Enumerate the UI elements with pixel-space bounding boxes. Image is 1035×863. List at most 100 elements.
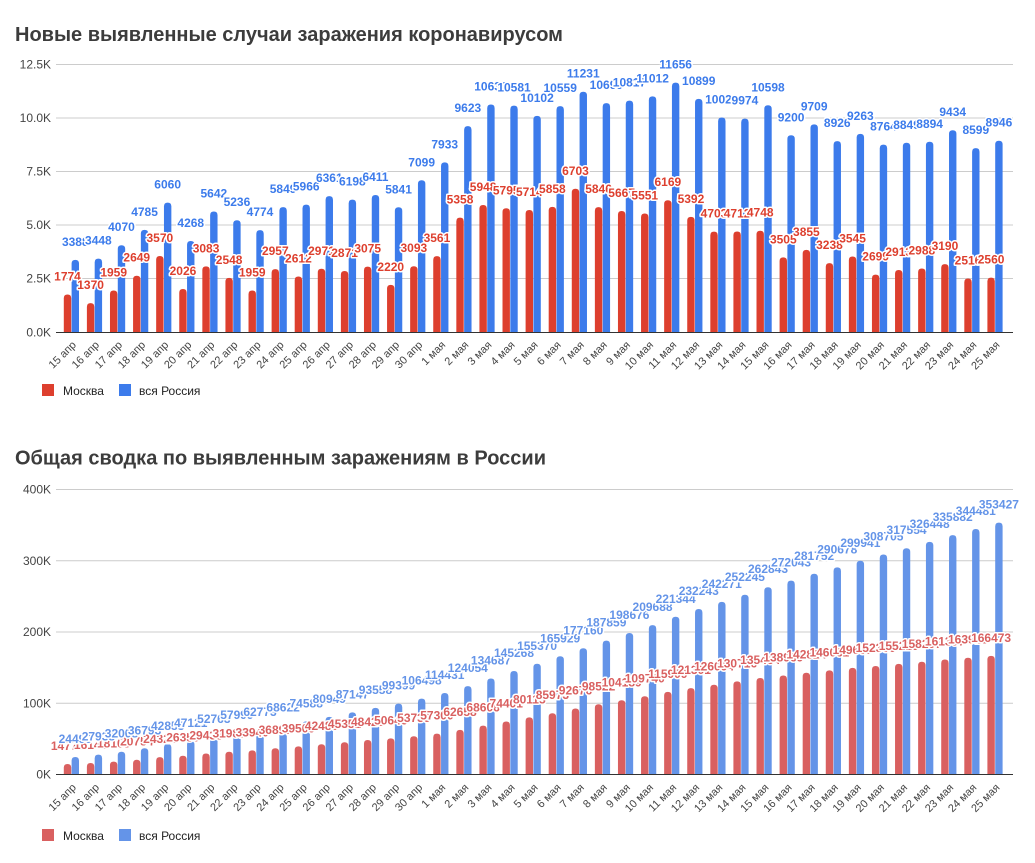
- svg-text:308705: 308705: [863, 530, 903, 544]
- svg-text:10028: 10028: [705, 93, 739, 107]
- svg-text:74588: 74588: [290, 696, 324, 710]
- svg-text:161397: 161397: [925, 635, 965, 649]
- svg-text:134687: 134687: [471, 654, 511, 668]
- svg-text:242271: 242271: [702, 577, 742, 591]
- svg-text:53739: 53739: [397, 711, 431, 725]
- svg-text:5714: 5714: [516, 185, 543, 199]
- svg-text:142824: 142824: [786, 648, 826, 662]
- svg-text:9263: 9263: [847, 109, 874, 123]
- svg-text:200K: 200K: [23, 625, 51, 639]
- svg-text:138969: 138969: [763, 650, 803, 664]
- svg-text:10.0K: 10.0K: [20, 111, 51, 125]
- svg-text:4774: 4774: [247, 205, 274, 219]
- svg-text:26350: 26350: [166, 731, 200, 745]
- svg-text:42853: 42853: [151, 719, 185, 733]
- svg-text:48426: 48426: [351, 715, 385, 729]
- svg-text:47121: 47121: [174, 716, 208, 730]
- svg-text:165929: 165929: [540, 631, 580, 645]
- svg-text:10102: 10102: [520, 91, 554, 105]
- svg-text:вся Россия: вся Россия: [139, 829, 200, 843]
- svg-text:281752: 281752: [794, 549, 834, 563]
- svg-text:8599: 8599: [962, 123, 989, 137]
- svg-text:126004: 126004: [694, 660, 734, 674]
- svg-text:11656: 11656: [659, 58, 692, 72]
- svg-text:5795: 5795: [493, 183, 520, 197]
- svg-text:2612: 2612: [285, 252, 312, 266]
- svg-text:вся Россия: вся Россия: [139, 384, 200, 398]
- svg-text:5948: 5948: [470, 180, 497, 194]
- svg-text:149607: 149607: [833, 643, 873, 657]
- svg-text:10817: 10817: [613, 76, 647, 90]
- svg-text:7933: 7933: [431, 137, 458, 151]
- svg-text:3855: 3855: [793, 225, 820, 239]
- svg-text:10598: 10598: [751, 80, 785, 94]
- svg-text:163913: 163913: [948, 633, 988, 647]
- svg-text:4748: 4748: [747, 206, 774, 220]
- svg-text:62773: 62773: [243, 705, 277, 719]
- svg-text:272043: 272043: [771, 556, 811, 570]
- svg-text:3093: 3093: [400, 241, 427, 255]
- svg-text:5358: 5358: [447, 193, 474, 207]
- svg-text:2220: 2220: [377, 260, 404, 274]
- svg-text:4703: 4703: [701, 207, 728, 221]
- svg-text:68622: 68622: [266, 701, 300, 715]
- svg-text:6411: 6411: [362, 170, 388, 184]
- svg-text:4712: 4712: [724, 206, 751, 220]
- svg-text:10581: 10581: [497, 81, 531, 95]
- svg-text:2957: 2957: [262, 244, 289, 258]
- svg-text:3505: 3505: [770, 232, 797, 246]
- svg-text:31981: 31981: [212, 727, 246, 741]
- svg-text:Москва: Москва: [63, 384, 104, 398]
- svg-text:99399: 99399: [382, 679, 416, 693]
- svg-text:232243: 232243: [679, 584, 719, 598]
- svg-text:166473: 166473: [971, 631, 1011, 645]
- svg-text:3388: 3388: [62, 235, 89, 249]
- svg-text:10899: 10899: [682, 74, 716, 88]
- svg-text:290678: 290678: [817, 542, 857, 556]
- svg-text:33940: 33940: [236, 725, 270, 739]
- svg-text:121301: 121301: [671, 663, 711, 677]
- svg-text:39509: 39509: [282, 721, 316, 735]
- svg-text:92676: 92676: [559, 683, 593, 697]
- svg-text:2988: 2988: [908, 243, 935, 257]
- svg-text:5392: 5392: [678, 192, 705, 206]
- svg-text:135464: 135464: [740, 653, 780, 667]
- svg-text:8926: 8926: [824, 116, 851, 130]
- svg-text:74401: 74401: [490, 696, 524, 710]
- svg-text:124054: 124054: [448, 661, 488, 675]
- svg-text:2913: 2913: [885, 245, 912, 259]
- svg-text:4070: 4070: [108, 220, 135, 234]
- svg-text:3570: 3570: [147, 231, 174, 245]
- svg-text:20754: 20754: [120, 735, 154, 749]
- svg-text:8894: 8894: [916, 117, 943, 131]
- svg-text:5966: 5966: [293, 180, 320, 194]
- svg-text:9200: 9200: [778, 110, 805, 124]
- svg-text:152306: 152306: [856, 641, 896, 655]
- svg-text:353427: 353427: [979, 498, 1019, 512]
- svg-text:6198: 6198: [339, 175, 366, 189]
- svg-text:2548: 2548: [216, 253, 243, 267]
- svg-text:85973: 85973: [536, 688, 570, 702]
- svg-text:36897: 36897: [259, 723, 293, 737]
- svg-text:87147: 87147: [336, 687, 370, 701]
- svg-text:145268: 145268: [494, 646, 534, 660]
- svg-text:Общая сводка по выявленным зар: Общая сводка по выявленным заражениям в …: [15, 448, 546, 470]
- svg-text:1370: 1370: [77, 278, 104, 292]
- svg-text:300K: 300K: [23, 554, 51, 568]
- svg-text:0K: 0K: [36, 768, 51, 782]
- svg-text:3083: 3083: [193, 241, 220, 255]
- svg-text:5236: 5236: [224, 195, 251, 209]
- svg-text:9623: 9623: [454, 101, 481, 115]
- svg-text:4268: 4268: [177, 216, 204, 230]
- svg-text:16146: 16146: [74, 738, 108, 752]
- svg-text:6361: 6361: [316, 171, 343, 185]
- svg-text:42480: 42480: [305, 719, 339, 733]
- svg-text:45351: 45351: [328, 717, 362, 731]
- svg-text:1959: 1959: [100, 266, 127, 280]
- svg-text:5858: 5858: [539, 182, 566, 196]
- svg-text:155370: 155370: [517, 639, 557, 653]
- svg-text:106498: 106498: [402, 674, 442, 688]
- svg-text:3545: 3545: [839, 232, 866, 246]
- svg-text:252245: 252245: [725, 570, 765, 584]
- svg-text:10559: 10559: [544, 81, 578, 95]
